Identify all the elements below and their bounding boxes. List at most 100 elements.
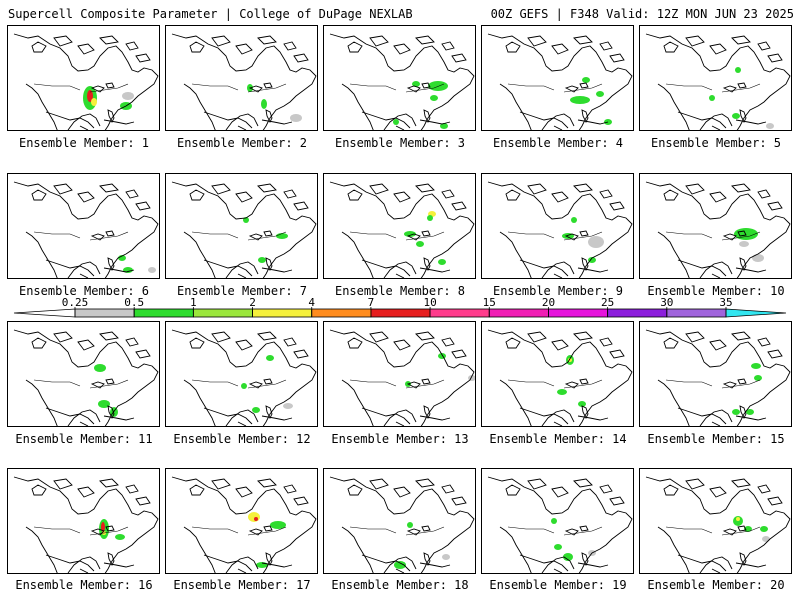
ensemble-member-caption: Ensemble Member: 3 xyxy=(334,136,466,150)
colorbar-min-arrow xyxy=(13,308,76,318)
page-header: Supercell Composite Parameter | College … xyxy=(0,0,800,24)
coastline xyxy=(645,181,791,278)
florida-outline xyxy=(423,552,431,567)
scp-contour-area xyxy=(407,522,413,528)
colorbar-segment xyxy=(311,308,372,318)
scp-contour-area xyxy=(427,215,433,221)
great-lakes xyxy=(248,378,273,389)
north-america-map xyxy=(171,329,317,426)
coastline xyxy=(13,476,159,573)
colorbar-tick-label: 10 xyxy=(423,296,437,309)
florida-outline xyxy=(107,405,115,420)
scp-contour-area xyxy=(578,401,586,407)
ensemble-member-caption: Ensemble Member: 14 xyxy=(489,432,627,446)
ensemble-member-map xyxy=(639,25,792,131)
ensemble-member-map xyxy=(481,468,634,574)
scp-contour-area xyxy=(760,526,768,532)
mexico-coastline xyxy=(45,554,135,573)
colorbar-segment xyxy=(488,308,549,318)
scp-contour-area xyxy=(252,407,260,413)
scp-contour-area xyxy=(709,95,715,101)
great-lakes xyxy=(722,525,747,536)
us-border-line xyxy=(665,83,761,93)
scp-contour-area xyxy=(393,119,399,125)
florida-outline xyxy=(581,257,589,272)
florida-outline xyxy=(423,109,431,124)
coastline xyxy=(645,476,791,573)
colorbar-tick-label: 35 xyxy=(719,296,733,309)
north-america-map xyxy=(645,181,791,278)
mexico-coastline xyxy=(45,407,135,426)
ensemble-member-caption: Ensemble Member: 19 xyxy=(489,578,627,592)
arctic-islands xyxy=(347,331,467,359)
scp-contour-area xyxy=(404,231,416,237)
map-title: Supercell Composite Parameter | College … xyxy=(8,7,413,21)
north-america-map xyxy=(171,181,317,278)
great-lakes xyxy=(90,525,115,536)
scp-contour-area xyxy=(442,554,450,560)
us-border-line xyxy=(33,379,129,389)
great-lakes xyxy=(248,525,273,536)
great-lakes xyxy=(406,378,431,389)
coastline xyxy=(13,33,159,130)
scp-contour-area xyxy=(115,534,125,540)
ensemble-member-caption: Ensemble Member: 5 xyxy=(650,136,782,150)
great-lakes xyxy=(722,82,747,93)
florida-outline xyxy=(423,405,431,420)
scp-contour-area xyxy=(91,98,97,106)
north-america-map xyxy=(487,476,633,573)
florida-outline xyxy=(739,257,747,272)
ensemble-member-caption: Ensemble Member: 9 xyxy=(492,284,624,298)
great-lakes xyxy=(564,378,589,389)
scp-contour-area xyxy=(412,81,420,87)
north-america-map xyxy=(13,181,159,278)
scp-contour-area xyxy=(440,123,448,129)
scp-contour-area xyxy=(256,562,268,568)
mexico-coastline xyxy=(677,554,767,573)
ensemble-member-map xyxy=(323,321,476,427)
north-america-map xyxy=(645,476,791,573)
colorbar xyxy=(13,307,787,318)
north-america-map xyxy=(329,181,475,278)
north-america-map xyxy=(645,329,791,426)
scp-contour-area xyxy=(87,90,93,102)
scp-contour-area xyxy=(732,113,740,119)
colorbar-tick-label: 20 xyxy=(541,296,556,309)
mexico-coastline xyxy=(45,259,135,278)
colorbar-tick-label: 25 xyxy=(601,296,615,309)
scp-contour-area xyxy=(394,561,406,569)
florida-outline xyxy=(265,405,273,420)
scp-contour-area xyxy=(752,254,764,262)
ensemble-member-map xyxy=(323,25,476,131)
colorbar-max-arrow xyxy=(725,308,787,318)
scp-contour-area xyxy=(554,544,562,550)
coastline xyxy=(171,33,317,130)
florida-outline xyxy=(581,405,589,420)
mexico-coastline xyxy=(203,111,293,130)
great-lakes xyxy=(722,230,747,241)
arctic-islands xyxy=(189,478,309,506)
us-border-line xyxy=(349,379,445,389)
florida-outline xyxy=(581,109,589,124)
scp-contour-area xyxy=(283,403,293,409)
ensemble-member-caption: Ensemble Member: 2 xyxy=(176,136,308,150)
ensemble-member-caption: Ensemble Member: 11 xyxy=(15,432,153,446)
arctic-islands xyxy=(189,35,309,63)
scp-contour-area xyxy=(254,517,258,521)
scp-contour-area xyxy=(248,512,260,522)
north-america-map xyxy=(171,476,317,573)
us-border-line xyxy=(507,83,603,93)
north-america-map xyxy=(13,33,159,130)
ensemble-member-caption: Ensemble Member: 4 xyxy=(492,136,624,150)
ensemble-member-map xyxy=(165,25,318,131)
north-america-map xyxy=(645,33,791,130)
arctic-islands xyxy=(31,478,151,506)
north-america-map xyxy=(487,329,633,426)
great-lakes xyxy=(722,378,747,389)
scp-contour-area xyxy=(258,257,266,263)
arctic-islands xyxy=(189,331,309,359)
north-america-map xyxy=(487,181,633,278)
mexico-coastline xyxy=(361,554,451,573)
scp-contour-area xyxy=(122,92,134,100)
mexico-coastline xyxy=(203,259,293,278)
